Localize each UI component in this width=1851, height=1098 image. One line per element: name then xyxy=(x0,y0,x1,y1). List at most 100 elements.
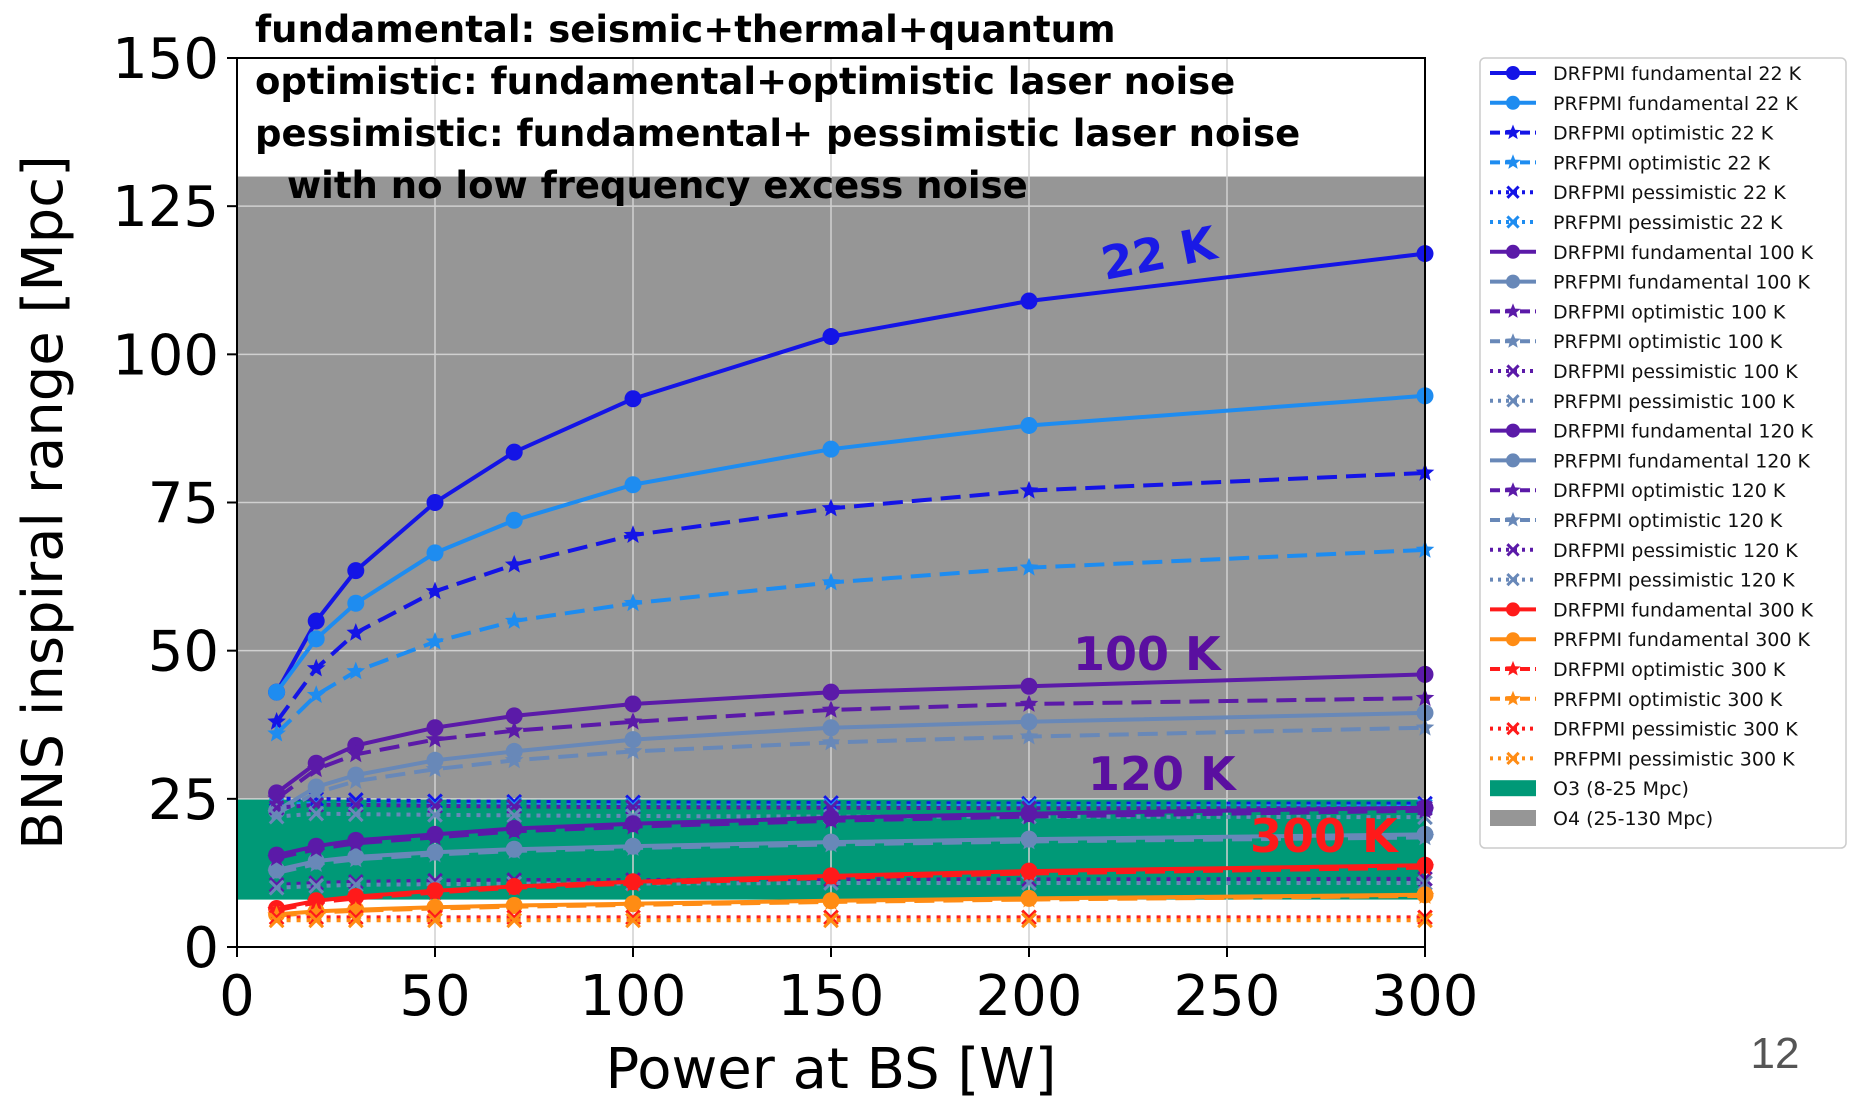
legend-item: DRFPMI pessimistic 300 K xyxy=(1490,719,1798,741)
legend-swatch xyxy=(1490,810,1536,826)
data-point xyxy=(624,695,642,713)
legend-label: DRFPMI fundamental 120 K xyxy=(1553,421,1814,443)
data-point xyxy=(821,498,841,517)
data-point xyxy=(504,878,524,896)
data-point xyxy=(425,759,445,778)
legend-item: PRFPMI optimistic 120 K xyxy=(1490,510,1783,532)
page-number: 12 xyxy=(1751,1029,1800,1078)
legend-label: DRFPMI pessimistic 100 K xyxy=(1553,361,1798,383)
data-point xyxy=(822,683,840,701)
legend-label: PRFPMI optimistic 300 K xyxy=(1553,689,1783,711)
annotation-line: fundamental: seismic+thermal+quantum xyxy=(255,8,1116,51)
data-point xyxy=(1019,806,1039,825)
legend-marker xyxy=(1506,572,1520,587)
data-point xyxy=(821,892,841,910)
legend-item: DRFPMI pessimistic 22 K xyxy=(1490,182,1786,204)
legend-label: DRFPMI fundamental 100 K xyxy=(1553,242,1814,264)
series-line xyxy=(276,876,1426,887)
legend-label: DRFPMI optimistic 22 K xyxy=(1553,123,1774,145)
data-point xyxy=(268,683,286,701)
legend-label: O3 (8-25 Mpc) xyxy=(1553,778,1689,800)
data-point xyxy=(625,912,641,929)
data-point xyxy=(623,838,643,856)
ticks-layer: 0 50 100 150 200 250 300 0 25 50 75 100 125 150 xyxy=(112,27,1478,1029)
data-point xyxy=(347,876,364,893)
legend-label: PRFPMI fundamental 300 K xyxy=(1553,629,1811,651)
annotation-line: pessimistic: fundamental+ pessimistic la… xyxy=(255,112,1300,155)
data-point xyxy=(346,849,366,868)
data-point xyxy=(505,511,523,529)
legend-label: PRFPMI pessimistic 22 K xyxy=(1553,212,1783,234)
series-line xyxy=(276,811,1426,820)
legend-item: DRFPMI fundamental 120 K xyxy=(1490,421,1814,443)
data-point xyxy=(425,882,445,901)
data-point xyxy=(504,750,524,769)
data-point xyxy=(504,821,524,840)
legend-label: PRFPMI optimistic 100 K xyxy=(1553,331,1783,353)
legend-item: PRFPMI optimistic 22 K xyxy=(1490,152,1771,174)
data-point xyxy=(306,839,326,858)
legend-item: O3 (8-25 Mpc) xyxy=(1490,778,1689,800)
temperature-label: 100 K xyxy=(1073,627,1223,681)
legend-label: PRFPMI pessimistic 120 K xyxy=(1553,570,1795,592)
data-point xyxy=(426,494,444,511)
data-point xyxy=(425,827,445,846)
data-point xyxy=(504,841,524,859)
legend-item: DRFPMI optimistic 22 K xyxy=(1490,123,1774,145)
series-23 xyxy=(268,912,1433,929)
data-point xyxy=(347,562,365,580)
legend-label: PRFPMI fundamental 120 K xyxy=(1553,450,1811,472)
legend-label: PRFPMI fundamental 22 K xyxy=(1553,93,1798,115)
x-tick-label: 300 xyxy=(1372,964,1479,1029)
data-point xyxy=(308,878,325,894)
legend-marker xyxy=(1506,632,1520,647)
x-tick-label: 250 xyxy=(1174,964,1281,1029)
data-point xyxy=(267,723,286,742)
data-point xyxy=(426,544,444,562)
legend-marker xyxy=(1506,95,1520,110)
legend-swatch xyxy=(1490,780,1536,797)
data-point xyxy=(268,879,285,896)
data-point xyxy=(268,912,285,929)
data-point xyxy=(308,805,325,822)
data-point xyxy=(306,892,326,911)
x-tick-label: 150 xyxy=(778,964,885,1029)
legend-item: DRFPMI optimistic 120 K xyxy=(1490,480,1786,502)
data-point xyxy=(308,909,325,926)
legend-item: PRFPMI fundamental 100 K xyxy=(1490,272,1811,294)
data-point xyxy=(506,807,523,824)
data-point xyxy=(1021,912,1037,929)
series-9 xyxy=(267,717,1435,822)
legend-item: DRFPMI pessimistic 120 K xyxy=(1490,540,1798,562)
data-point xyxy=(823,795,839,811)
data-point xyxy=(623,741,643,760)
legend-marker xyxy=(1506,543,1520,557)
data-point xyxy=(504,555,524,573)
data-point xyxy=(1020,416,1038,434)
legend-label: DRFPMI pessimistic 300 K xyxy=(1553,719,1798,741)
data-point xyxy=(268,876,285,893)
data-point xyxy=(426,719,444,737)
legend-marker xyxy=(1505,333,1521,348)
y-tick-label: 75 xyxy=(148,472,219,537)
temperature-label: 120 K xyxy=(1088,747,1238,801)
data-point xyxy=(425,844,445,863)
data-point xyxy=(306,783,326,801)
y-tick-label: 125 xyxy=(112,175,219,240)
temperature-label: 300 K xyxy=(1250,809,1400,863)
legend-item: PRFPMI pessimistic 120 K xyxy=(1490,570,1795,592)
legend-marker xyxy=(1506,185,1520,199)
legend-item: DRFPMI fundamental 100 K xyxy=(1490,242,1814,264)
legend-marker xyxy=(1505,482,1521,497)
legend-item: DRFPMI optimistic 300 K xyxy=(1490,659,1786,681)
data-point xyxy=(346,833,366,852)
legend-marker xyxy=(1506,721,1520,736)
data-point xyxy=(822,440,840,458)
data-point xyxy=(1019,694,1039,712)
y-tick-label: 25 xyxy=(148,768,219,833)
legend-marker xyxy=(1506,423,1520,438)
data-point xyxy=(504,896,524,915)
series-line xyxy=(276,802,1425,811)
legend-label: PRFPMI pessimistic 300 K xyxy=(1553,748,1795,770)
x-tick-label: 200 xyxy=(976,964,1083,1029)
